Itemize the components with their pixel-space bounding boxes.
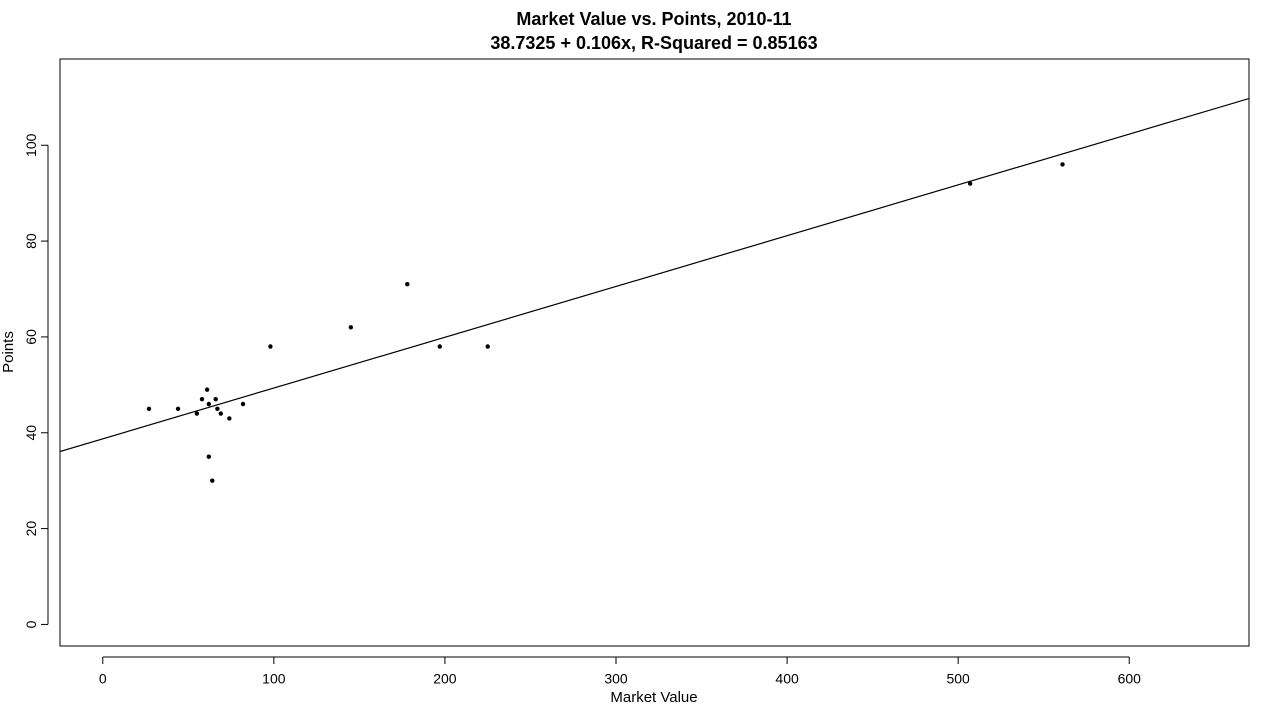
data-point [218, 411, 224, 416]
y-tick-label: 80 [23, 233, 39, 249]
x-tick-label: 500 [946, 670, 970, 686]
regression-line [60, 97, 1249, 453]
data-point [213, 397, 218, 402]
chart-subtitle: 38.7325 + 0.106x, R-Squared = 0.85163 [490, 33, 818, 53]
data-point [348, 325, 354, 330]
data-point [967, 181, 973, 186]
plot-frame [59, 58, 1250, 647]
y-tick-label: 20 [23, 521, 39, 537]
y-axis: 0 20 40 60 80 100 [23, 133, 49, 628]
data-point [227, 416, 232, 421]
x-tick-label: 100 [262, 670, 286, 686]
data-point [485, 344, 490, 349]
y-tick-label: 60 [23, 329, 39, 345]
data-point [206, 401, 212, 407]
data-point [194, 411, 200, 416]
data-point [146, 406, 152, 412]
data-point [215, 406, 220, 412]
y-tick-label: 100 [23, 133, 39, 157]
y-axis-title: Points [0, 331, 17, 373]
data-point [405, 282, 410, 287]
x-tick-label: 200 [433, 670, 457, 686]
y-tick-label: 0 [23, 620, 39, 628]
data-point [268, 344, 273, 349]
x-axis: 0 100 200 300 400 500 600 [99, 656, 1142, 686]
data-point [437, 344, 442, 349]
x-tick-label: 600 [1118, 670, 1142, 686]
x-tick-label: 400 [775, 670, 799, 686]
data-point [1060, 162, 1065, 167]
x-axis-title: Market Value [610, 689, 697, 706]
y-tick-label: 40 [23, 425, 39, 441]
data-point [240, 401, 246, 407]
data-point [206, 454, 212, 459]
data-point [199, 397, 205, 402]
x-tick-label: 0 [99, 670, 107, 686]
data-point [204, 387, 210, 392]
chart-title: Market Value vs. Points, 2010-11 [516, 9, 792, 29]
data-point [210, 478, 215, 483]
data-point [175, 406, 181, 412]
x-tick-label: 300 [604, 670, 628, 686]
